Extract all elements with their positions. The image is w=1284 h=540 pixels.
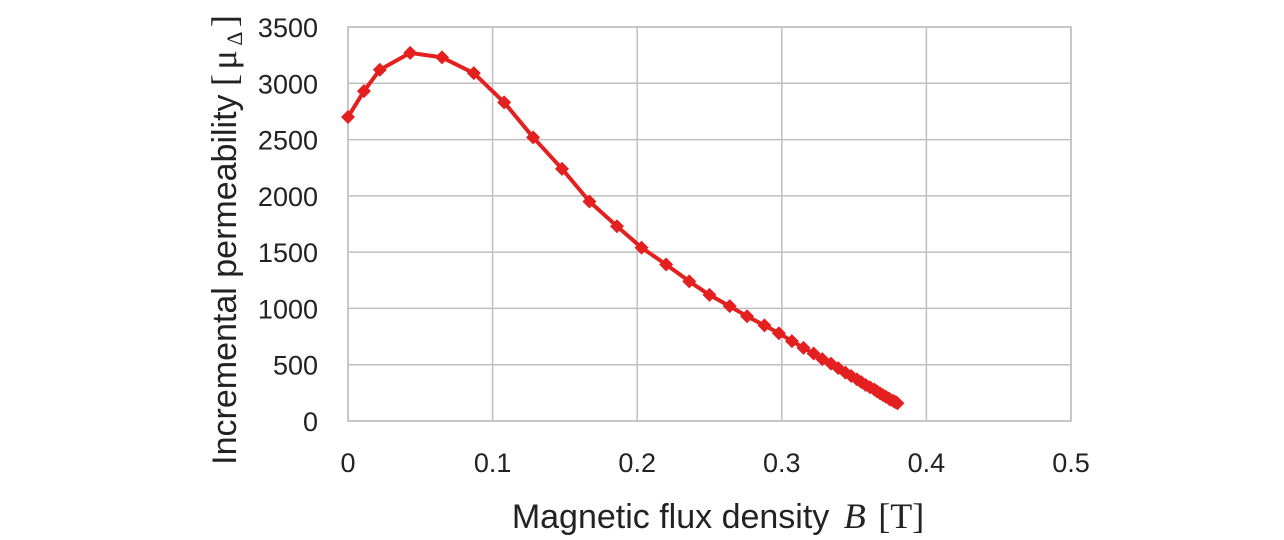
data-point-marker bbox=[722, 299, 737, 314]
y-axis-title-unit-symbol: μ bbox=[204, 50, 244, 69]
series-group bbox=[341, 45, 905, 411]
y-tick-label: 1000 bbox=[258, 294, 318, 324]
y-tick-label: 0 bbox=[303, 407, 318, 437]
data-point-marker bbox=[702, 287, 717, 302]
data-point-marker bbox=[682, 274, 697, 289]
y-tick-label: 3000 bbox=[258, 69, 318, 99]
x-tick-label: 0.2 bbox=[618, 448, 656, 478]
data-point-marker bbox=[757, 318, 772, 333]
x-axis-title-text: Magnetic flux density bbox=[512, 498, 830, 536]
data-point-marker bbox=[740, 309, 755, 324]
data-point-marker bbox=[771, 326, 786, 341]
y-axis-title: Incremental permeability [ μ Δ ] bbox=[204, 15, 247, 465]
data-point-marker bbox=[582, 194, 597, 209]
y-axis-title-unit-subscript: Δ bbox=[222, 32, 247, 46]
data-point-marker bbox=[806, 346, 821, 361]
plot-area-frame bbox=[347, 26, 1072, 422]
data-point-marker bbox=[356, 84, 371, 99]
x-tick-labels: 0 0.1 0.2 0.3 0.4 0.5 bbox=[340, 448, 1089, 478]
y-tick-label: 3500 bbox=[258, 13, 318, 43]
x-axis-title-symbol: B bbox=[844, 496, 866, 536]
y-tick-label: 500 bbox=[273, 351, 318, 381]
x-tick-label: 0.4 bbox=[908, 448, 946, 478]
data-point-marker bbox=[341, 110, 355, 125]
data-point-marker bbox=[634, 240, 649, 255]
data-point-marker bbox=[784, 334, 799, 349]
y-tick-label: 1500 bbox=[258, 238, 318, 268]
x-axis-title: Magnetic flux density B [T] bbox=[512, 496, 924, 536]
y-axis-title-unit-close: ] bbox=[204, 15, 244, 27]
x-tick-label: 0 bbox=[340, 448, 355, 478]
y-tick-labels: 0 500 1000 1500 2000 2500 3000 3500 bbox=[258, 13, 318, 437]
data-point-marker bbox=[372, 62, 387, 77]
x-tick-label: 0.5 bbox=[1052, 448, 1090, 478]
data-point-marker bbox=[796, 340, 811, 355]
data-point-marker bbox=[434, 50, 449, 65]
y-tick-label: 2500 bbox=[258, 126, 318, 156]
data-point-marker bbox=[403, 45, 418, 60]
y-axis-title-text: Incremental permeability bbox=[206, 94, 244, 464]
data-point-marker bbox=[555, 161, 570, 176]
data-point-marker bbox=[526, 130, 541, 145]
grid-lines bbox=[347, 26, 1072, 422]
x-tick-label: 0.1 bbox=[474, 448, 512, 478]
data-point-marker bbox=[466, 66, 481, 81]
data-point-marker bbox=[890, 396, 905, 411]
data-point-marker bbox=[609, 219, 624, 234]
y-axis-title-unit-open: [ bbox=[204, 74, 244, 86]
y-tick-label: 2000 bbox=[258, 182, 318, 212]
data-point-marker bbox=[497, 95, 512, 110]
data-point-marker bbox=[659, 257, 674, 272]
x-axis-title-unit: [T] bbox=[878, 496, 924, 536]
x-tick-label: 0.3 bbox=[763, 448, 801, 478]
